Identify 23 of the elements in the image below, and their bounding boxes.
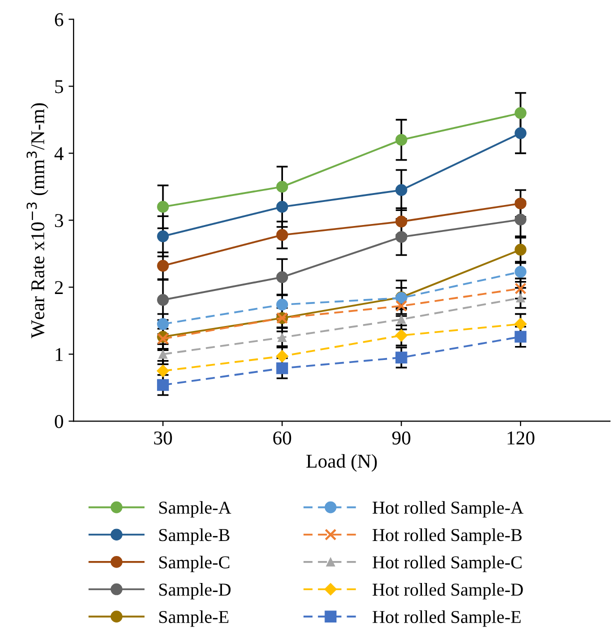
- legend-label: Hot rolled Sample-C: [372, 556, 522, 572]
- legend-label: Sample-B: [159, 528, 230, 545]
- y-tick-label: 0: [54, 414, 64, 428]
- legend-label: Sample-C: [159, 556, 230, 572]
- legend-label: Hot rolled Sample-A: [372, 501, 524, 518]
- y-axis-title: Wear Rate x10$^{−3}$ (mm$^{3}$/N-m): [26, 103, 48, 338]
- legend-label: Hot rolled Sample-E: [372, 610, 521, 627]
- x-tick-label: 90: [392, 431, 410, 445]
- legend-label: Hot rolled Sample-B: [372, 528, 522, 545]
- y-tick-label: 3: [55, 214, 64, 228]
- legend-label: Hot rolled Sample-D: [372, 583, 523, 600]
- x-axis-title: Load (N): [306, 454, 377, 472]
- y-tick-label: 2: [54, 281, 63, 294]
- x-tick-label: 60: [273, 431, 292, 445]
- y-tick-label: 5: [55, 80, 64, 94]
- legend-label: Sample-D: [159, 583, 231, 600]
- x-tick-label: 30: [154, 431, 172, 445]
- y-tick-label: 4: [54, 147, 64, 160]
- y-tick-label: 6: [54, 13, 64, 26]
- legend-label: Sample-A: [159, 501, 232, 518]
- x-tick-label: 120: [508, 431, 534, 445]
- y-tick-label: 1: [56, 348, 63, 361]
- legend-label: Sample-E: [159, 610, 228, 627]
